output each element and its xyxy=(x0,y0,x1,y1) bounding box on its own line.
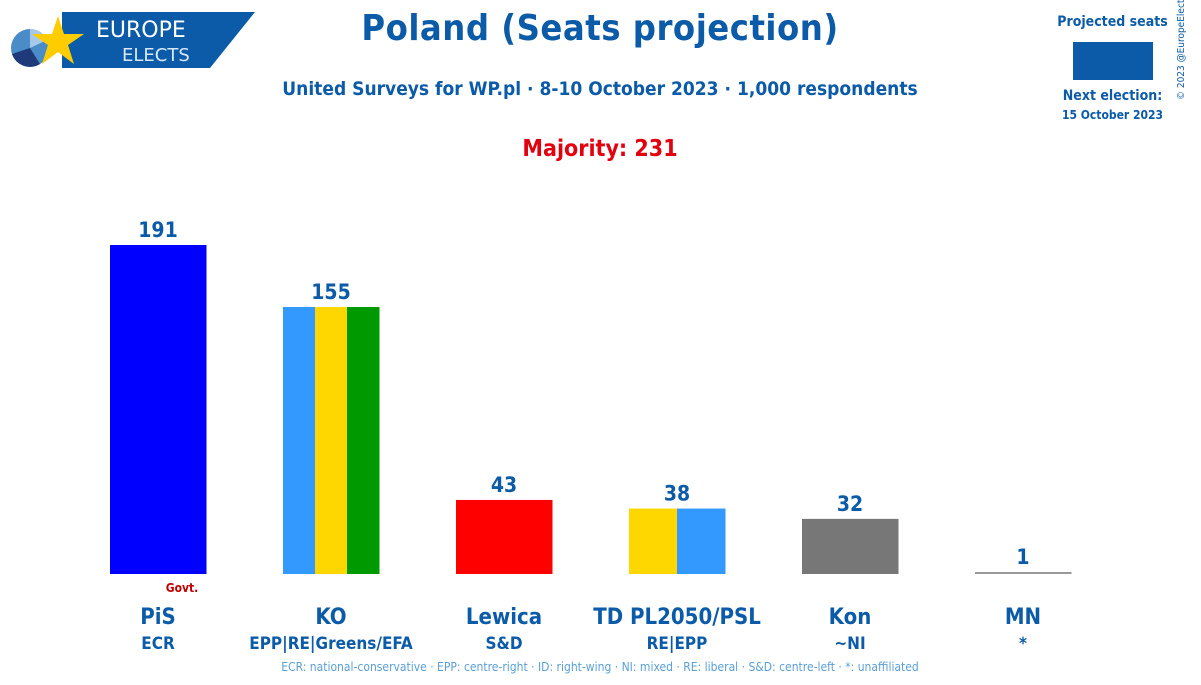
category-label: PiS xyxy=(140,605,176,630)
bar-lewica xyxy=(456,499,553,574)
logo-text-elects: ELECTS xyxy=(122,45,190,66)
chart-title: Poland (Seats projection) xyxy=(361,8,839,49)
group-label: RE|EPP xyxy=(647,634,708,654)
bar-td-pl2050-psl-segment-0 xyxy=(629,508,678,574)
value-label: 43 xyxy=(491,473,517,497)
value-label: 191 xyxy=(138,218,177,242)
bar-ko-segment-1 xyxy=(315,307,348,574)
group-label: EPP|RE|Greens/EFA xyxy=(249,634,413,654)
group-label: ECR xyxy=(141,634,175,654)
bar-ko-segment-2 xyxy=(347,307,380,574)
next-election-date: 15 October 2023 xyxy=(1061,108,1164,122)
majority-label: Majority: 231 xyxy=(522,136,678,162)
category-label: TD PL2050/PSL xyxy=(593,605,761,630)
legend-label: Projected seats xyxy=(1057,14,1168,30)
bar-ko-segment-0 xyxy=(283,307,316,574)
bar-td-pl2050-psl-segment-1 xyxy=(677,508,726,574)
bar-kon xyxy=(802,518,899,574)
value-label: 1 xyxy=(1016,545,1029,569)
logo-text-europe: EUROPE xyxy=(96,18,186,43)
bar-mn xyxy=(975,572,1072,574)
category-label: MN xyxy=(1005,605,1041,630)
group-label: * xyxy=(1019,634,1027,654)
category-label: Lewica xyxy=(466,605,542,630)
value-label: 38 xyxy=(664,482,690,506)
bar-pis xyxy=(110,245,207,574)
europe-elects-logo: EUROPE ELECTS xyxy=(11,12,255,68)
govt-annotation: Govt. xyxy=(166,581,199,595)
group-label: ~NI xyxy=(834,634,865,654)
logo-pie-slice-light xyxy=(30,29,47,48)
logo-pie-slice xyxy=(12,48,40,67)
category-label: KO xyxy=(315,605,346,630)
logo-star-icon xyxy=(32,16,84,64)
category-label: Kon xyxy=(829,605,872,630)
chart-subtitle: United Surveys for WP.pl · 8-10 October … xyxy=(282,78,918,100)
legend-swatch xyxy=(1072,42,1153,80)
legend: Projected seats Next election: 15 Octobe… xyxy=(1055,12,1170,122)
value-label: 32 xyxy=(837,492,863,516)
logo-banner xyxy=(62,12,255,68)
group-label: S&D xyxy=(485,634,522,654)
next-election-label: Next election: xyxy=(1062,88,1163,104)
value-label: 155 xyxy=(311,280,350,304)
group-footnote: ECR: national-conservative · EPP: centre… xyxy=(281,660,919,674)
